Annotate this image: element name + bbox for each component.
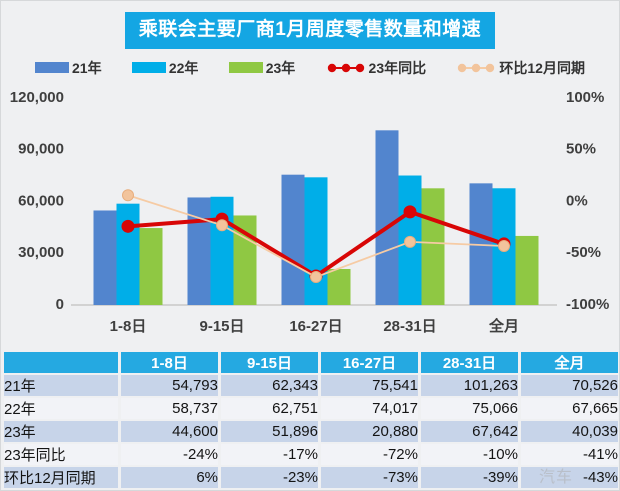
legend-label: 23年同比 (368, 59, 427, 76)
table-row: 21年 54,793 62,343 75,541 101,263 70,526 (4, 374, 618, 396)
y-axis-right-label: -100% (566, 296, 609, 313)
column-header-cell: 28-31日 (421, 351, 518, 373)
value-cell: 74,017 (321, 397, 418, 419)
value-cell: -41% (521, 443, 618, 465)
chart-title: 乘联会主要厂商1月周度零售数量和增速 (124, 12, 496, 49)
value-cell: 20,880 (321, 420, 418, 442)
legend-label: 22年 (168, 59, 199, 76)
y-axis-left-label: 0 (56, 296, 64, 313)
line-marker-icon (458, 63, 495, 73)
legend-item: 环比12月同期 (456, 58, 585, 78)
table-row: 环比12月同期 6% -23% -73% -39% -43% (4, 466, 618, 488)
table-row: 23年同比 -24% -17% -72% -10% -41% (4, 443, 618, 465)
value-cell: 67,642 (421, 420, 518, 442)
x-axis-label: 1-8日 (110, 318, 147, 335)
column-header-cell: 1-8日 (121, 351, 218, 373)
value-cell: -24% (121, 443, 218, 465)
value-cell: -39% (421, 466, 518, 488)
y-axis-left-label: 120,000 (10, 89, 64, 106)
value-cell: 75,541 (321, 374, 418, 396)
point-环比12月同期 (122, 189, 134, 202)
column-header-cell: 16-27日 (321, 351, 418, 373)
value-cell: -43% (521, 466, 618, 488)
legend-item: 22年 (131, 58, 199, 78)
x-axis-label: 28-31日 (383, 318, 436, 335)
point-环比12月同期 (404, 235, 416, 248)
point-环比12月同期 (216, 219, 228, 232)
legend-label: 23年 (265, 59, 296, 76)
value-cell: 70,526 (521, 374, 618, 396)
row-label-cell: 22年 (4, 397, 118, 419)
column-header-cell (4, 351, 118, 373)
value-cell: -17% (221, 443, 318, 465)
bar-21年 (187, 197, 211, 305)
column-header-cell: 9-15日 (221, 351, 318, 373)
value-cell: 54,793 (121, 374, 218, 396)
point-23年同比 (121, 219, 135, 233)
table-row: 23年 44,600 51,896 20,880 67,642 40,039 (4, 420, 618, 442)
bar-23年 (515, 235, 539, 305)
legend-item: 23年同比 (326, 58, 427, 78)
table-header-row: 1-8日 9-15日 16-27日 28-31日 全月 (4, 351, 618, 373)
value-cell: 62,751 (221, 397, 318, 419)
value-cell: 58,737 (121, 397, 218, 419)
value-cell: 101,263 (421, 374, 518, 396)
legend-item: 21年 (35, 58, 102, 78)
row-label-cell: 21年 (4, 374, 118, 396)
y-axis-right-label: 100% (566, 89, 604, 106)
bar-23年 (327, 268, 351, 305)
value-cell: 51,896 (221, 420, 318, 442)
point-环比12月同期 (498, 239, 510, 252)
row-label-cell: 23年 (4, 420, 118, 442)
value-cell: -72% (321, 443, 418, 465)
bar-22年 (116, 203, 140, 305)
table-body: 1-8日 9-15日 16-27日 28-31日 全月 21年 54,793 62,343 75… (4, 351, 618, 488)
bar-swatch-icon (228, 62, 263, 74)
y-axis-right-label: 0% (566, 192, 588, 209)
bar-23年 (139, 227, 163, 305)
row-label-cell: 23年同比 (4, 443, 118, 465)
value-cell: -23% (221, 466, 318, 488)
bar-21年 (375, 130, 399, 305)
y-axis-right-label: 50% (566, 141, 596, 158)
value-cell: -10% (421, 443, 518, 465)
y-axis-right-label: -50% (566, 244, 601, 261)
y-axis-left-label: 60,000 (18, 192, 64, 209)
x-axis-label: 全月 (488, 317, 519, 335)
value-cell: 62,343 (221, 374, 318, 396)
legend: 21年 22年 23年 23年同比 环比12月同期 (1, 58, 619, 78)
point-环比12月同期 (310, 270, 322, 283)
line-marker-icon (327, 63, 364, 73)
bar-21年 (281, 174, 305, 305)
value-cell: 75,066 (421, 397, 518, 419)
bar-swatch-icon (35, 62, 69, 74)
bar-swatch-icon (131, 62, 166, 74)
point-23年同比 (403, 205, 417, 219)
bar-21年 (93, 210, 117, 305)
column-header-cell: 全月 (521, 351, 618, 373)
row-label-cell: 环比12月同期 (4, 466, 118, 488)
value-cell: 6% (121, 466, 218, 488)
bar-22年 (304, 177, 328, 305)
legend-item: 23年 (228, 58, 296, 78)
table-row: 22年 58,737 62,751 74,017 75,066 67,665 (4, 397, 618, 419)
value-cell: 67,665 (521, 397, 618, 419)
chart-plot: 120,000 90,000 60,000 30,000 0 100% 50% 0% -50% -… (10, 89, 610, 335)
y-axis-left-label: 90,000 (18, 141, 64, 158)
value-cell: -73% (321, 466, 418, 488)
value-cell: 40,039 (521, 420, 618, 442)
x-axis-label: 9-15日 (199, 318, 244, 335)
y-axis-left-label: 30,000 (18, 244, 64, 261)
bar-23年 (421, 188, 445, 305)
legend-label: 环比12月同期 (499, 59, 585, 76)
value-cell: 44,600 (121, 420, 218, 442)
legend-label: 21年 (72, 59, 102, 76)
data-table: 1-8日 9-15日 16-27日 28-31日 全月 21年 54,793 62,343 75… (1, 350, 619, 490)
x-axis-label: 16-27日 (289, 318, 342, 335)
